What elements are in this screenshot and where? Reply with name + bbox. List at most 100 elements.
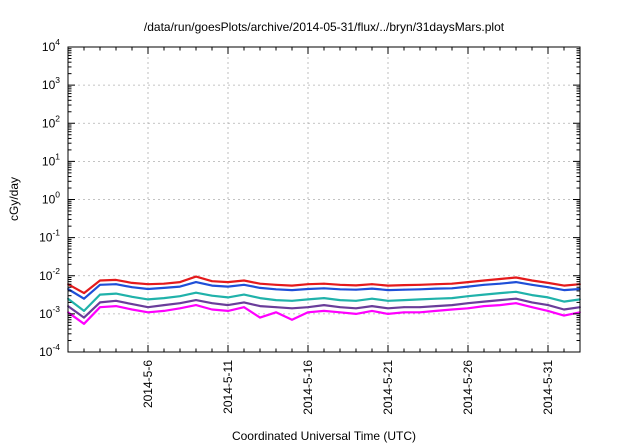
data-point <box>483 279 485 282</box>
data-point <box>563 308 565 311</box>
data-point <box>275 283 277 286</box>
data-point <box>387 284 389 287</box>
data-point <box>531 294 533 296</box>
data-point <box>243 301 245 304</box>
data-point <box>195 304 197 306</box>
data-point <box>307 283 309 286</box>
data-point <box>499 278 501 280</box>
data-point <box>243 293 245 296</box>
y-tick-labels: 10-4 10-3 10-2 10-1 100 101 102 103 104 <box>39 37 60 359</box>
data-point <box>563 300 565 303</box>
data-point <box>387 313 389 315</box>
data-point <box>163 304 165 306</box>
data-point <box>419 283 421 286</box>
data-point <box>227 304 229 306</box>
data-point <box>323 297 325 299</box>
data-point <box>403 284 405 286</box>
data-point <box>147 311 149 314</box>
data-point <box>131 303 133 305</box>
data-point <box>115 283 117 286</box>
y-tick-label: 10-4 <box>39 342 60 359</box>
data-point <box>483 293 485 296</box>
x-axis-label: Coordinated Universal Time (UTC) <box>232 429 416 443</box>
x-tick-label: 2014-5-21 <box>381 360 395 415</box>
data-point <box>467 302 469 305</box>
data-point <box>99 293 101 296</box>
data-point <box>307 306 309 309</box>
data-point <box>163 310 165 312</box>
data-point <box>147 306 149 309</box>
x-tick-label: 2014-5-16 <box>301 360 315 415</box>
y-tick-label: 10-3 <box>39 304 60 321</box>
data-point <box>419 306 421 309</box>
data-point <box>131 295 133 298</box>
data-point <box>547 310 549 312</box>
data-point <box>131 308 133 311</box>
data-point <box>115 292 117 295</box>
data-point <box>275 306 277 309</box>
y-tick-label: 101 <box>42 151 60 168</box>
data-point <box>291 299 293 302</box>
data-point <box>179 302 181 305</box>
data-point <box>371 305 373 307</box>
data-point <box>211 284 213 287</box>
data-point <box>83 310 85 312</box>
series-line-4 <box>67 297 581 319</box>
data-point <box>387 307 389 310</box>
data-point <box>499 282 501 285</box>
data-point <box>403 311 405 314</box>
data-point <box>227 285 229 288</box>
data-point <box>467 295 469 298</box>
data-point <box>339 306 341 309</box>
data-point <box>563 284 565 287</box>
data-point <box>227 296 229 299</box>
data-point <box>131 286 133 289</box>
data-point <box>339 311 341 314</box>
data-point <box>179 285 181 288</box>
data-point <box>419 298 421 301</box>
data-point <box>563 314 565 317</box>
data-point <box>499 304 501 306</box>
x-tick-label: 2014-5-31 <box>541 360 555 415</box>
data-point <box>163 287 165 289</box>
data-point <box>451 297 453 299</box>
data-point <box>291 289 293 291</box>
data-point <box>435 283 437 286</box>
data-point <box>531 283 533 286</box>
data-point <box>115 299 117 302</box>
x-tick-labels: 2014-5-6 2014-5-11 2014-5-16 2014-5-21 2014-… <box>141 360 555 415</box>
series-line-3 <box>67 290 581 312</box>
series-line-1 <box>67 275 581 295</box>
data-point <box>307 311 309 314</box>
data-point <box>83 297 85 300</box>
data-point <box>515 276 517 279</box>
data-point <box>547 286 549 289</box>
data-point <box>179 281 181 283</box>
data-point <box>179 295 181 298</box>
data-point <box>451 304 453 306</box>
y-tick-label: 10-2 <box>39 266 60 283</box>
data-point <box>403 299 405 301</box>
y-tick-label: 103 <box>42 75 60 92</box>
data-point <box>451 282 453 285</box>
y-tick-label: 10-1 <box>39 228 60 245</box>
data-point <box>419 288 421 291</box>
data-point <box>163 297 165 299</box>
data-point <box>195 275 197 278</box>
data-point <box>115 305 117 307</box>
data-point <box>451 287 453 290</box>
data-point <box>323 304 325 306</box>
data-point <box>83 292 85 294</box>
data-point <box>515 302 517 305</box>
data-point <box>371 287 373 290</box>
data-point <box>211 308 213 311</box>
data-point <box>243 283 245 286</box>
data-point <box>435 287 437 290</box>
data-point <box>147 298 149 301</box>
data-point <box>467 281 469 283</box>
data-point <box>275 288 277 291</box>
data-point <box>323 310 325 312</box>
x-tick-label: 2014-5-26 <box>461 360 475 415</box>
data-point <box>531 279 533 282</box>
